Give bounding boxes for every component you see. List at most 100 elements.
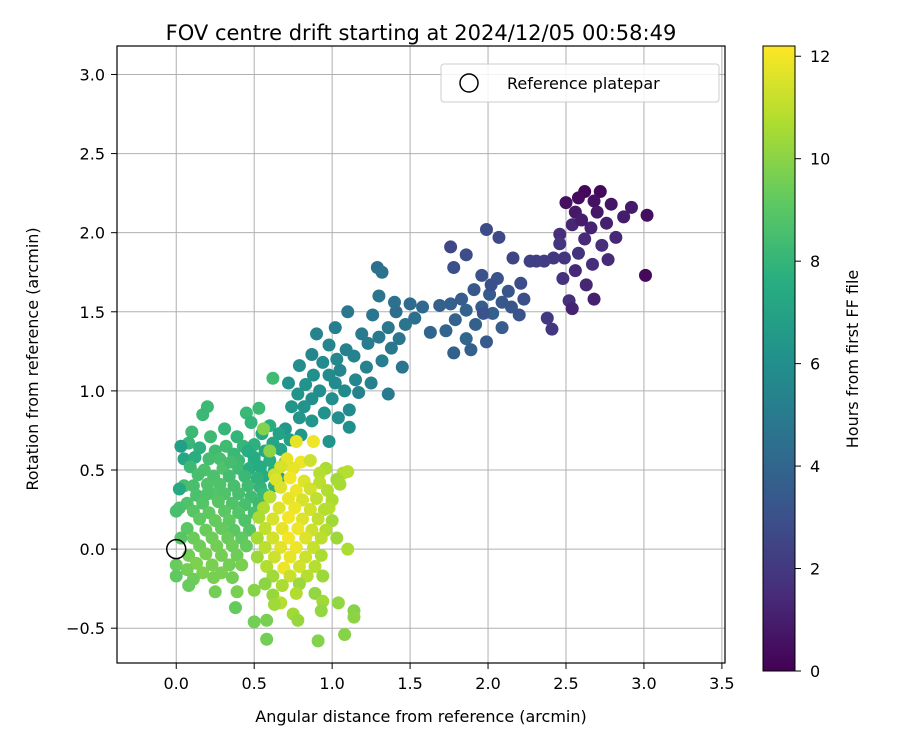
scatter-point	[296, 493, 310, 507]
colorbar-label: Hours from first FF file	[843, 270, 862, 449]
scatter-point	[289, 484, 303, 498]
scatter-point	[289, 435, 303, 449]
scatter-point	[275, 578, 289, 592]
scatter-point	[274, 442, 288, 456]
scatter-point	[266, 512, 280, 526]
scatter-point	[180, 522, 194, 536]
scatter-point	[303, 503, 317, 517]
scatter-point	[232, 487, 246, 501]
scatter-point	[314, 548, 328, 562]
colorbar-gradient	[762, 45, 796, 672]
scatter-point	[219, 439, 233, 453]
scatter-point	[571, 246, 585, 260]
scatter-point	[263, 444, 277, 458]
scatter-point	[247, 583, 261, 597]
scatter-point	[267, 550, 281, 564]
scatter-point	[395, 360, 409, 374]
scatter-point	[283, 471, 297, 485]
scatter-point	[492, 230, 506, 244]
scatter-point	[595, 238, 609, 252]
scatter-point	[341, 305, 355, 319]
scatter-point	[316, 569, 330, 583]
chart-title: FOV centre drift starting at 2024/12/05 …	[166, 21, 677, 45]
scatter-point	[459, 332, 473, 346]
legend-frame	[440, 63, 720, 103]
scatter-point	[252, 401, 266, 415]
scatter-point	[506, 251, 520, 265]
y-tick-label: 0.0	[80, 540, 105, 559]
scatter-point	[180, 563, 194, 577]
scatter-point	[423, 325, 437, 339]
scatter-point	[447, 346, 461, 360]
scatter-point	[230, 430, 244, 444]
scatter-point	[310, 491, 324, 505]
scatter-point	[174, 439, 188, 453]
colorbar: 0 2 4 6 8 10 12 Hours from first FF file	[762, 45, 862, 681]
scatter-point	[408, 311, 422, 325]
scatter-point	[308, 559, 322, 573]
scatter-point	[225, 571, 239, 585]
scatter-point	[230, 585, 244, 599]
legend-label: Reference platepar	[507, 74, 660, 93]
scatter-point	[289, 541, 303, 555]
y-tick-label: 1.5	[80, 303, 105, 322]
scatter-point	[557, 251, 571, 265]
y-tick-label: 1.0	[80, 382, 105, 401]
scatter-point	[459, 303, 473, 317]
scatter-point	[281, 531, 295, 545]
scatter-point	[338, 384, 352, 398]
scatter-point	[464, 343, 478, 357]
scatter-point	[322, 338, 336, 352]
scatter-point	[331, 411, 345, 425]
scatter-point	[305, 392, 319, 406]
scatter-point	[330, 352, 344, 366]
scatter-point	[281, 491, 295, 505]
scatter-point	[317, 406, 331, 420]
scatter-point	[183, 460, 197, 474]
scatter-point	[571, 191, 585, 205]
scatter-point	[281, 376, 295, 390]
scatter-point	[455, 292, 469, 306]
scatter-point	[568, 264, 582, 278]
scatter-point	[267, 597, 281, 611]
scatter-point	[433, 298, 447, 312]
scatter-point	[467, 283, 481, 297]
scatter-point	[584, 221, 598, 235]
scatter-point	[228, 601, 242, 615]
x-tick-label: 3.5	[709, 674, 734, 693]
scatter-point	[199, 547, 213, 561]
scatter-point	[325, 514, 339, 528]
colorbar-ticks: 0 2 4 6 8 10 12	[795, 47, 830, 681]
scatter-point	[250, 471, 264, 485]
reference-platepar-marker	[165, 538, 187, 560]
scatter-point	[593, 185, 607, 199]
scatter-point	[347, 610, 361, 624]
scatter-point	[638, 268, 652, 282]
scatter-point	[338, 628, 352, 642]
scatter-point	[185, 425, 199, 439]
x-tick-label: 0.5	[241, 674, 266, 693]
scatter-point	[214, 522, 228, 536]
scatter-point	[444, 297, 458, 311]
x-axis-label: Angular distance from reference (arcmin)	[255, 707, 586, 726]
scatter-point	[624, 200, 638, 214]
scatter-point	[479, 335, 493, 349]
scatter-point	[328, 376, 342, 390]
scatter-point	[193, 512, 207, 526]
scatter-point	[578, 232, 592, 246]
grid-layer	[117, 46, 725, 663]
x-tick-label: 2.5	[553, 674, 578, 693]
scatter-point	[305, 348, 319, 361]
y-tick-label: 2.5	[80, 145, 105, 164]
scatter-point	[501, 284, 515, 298]
scatter-point	[252, 510, 266, 524]
scatter-point	[218, 422, 232, 436]
scatter-point	[601, 253, 615, 267]
scatter-point	[258, 577, 272, 591]
scatter-point	[459, 248, 473, 262]
scatter-point	[283, 550, 297, 564]
scatter-point	[416, 300, 430, 314]
scatter-point	[250, 531, 264, 545]
